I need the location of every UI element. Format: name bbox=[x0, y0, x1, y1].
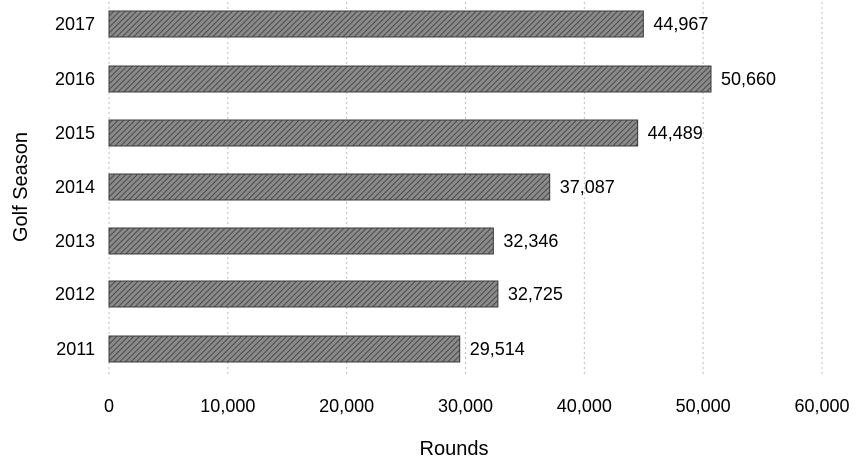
data-label: 32,346 bbox=[503, 231, 558, 251]
bar bbox=[108, 173, 551, 201]
x-axis-title: Rounds bbox=[420, 438, 489, 460]
bars bbox=[108, 10, 712, 363]
x-tick-label: 10,000 bbox=[200, 396, 255, 416]
data-label: 44,489 bbox=[648, 123, 703, 143]
labels: 0 10,000 20,000 30,000 40,000 50,000 60,000 201… bbox=[55, 14, 850, 416]
x-tick-label: 40,000 bbox=[557, 396, 612, 416]
category-label: 2017 bbox=[55, 14, 95, 34]
data-label: 44,967 bbox=[653, 14, 708, 34]
category-label: 2011 bbox=[56, 339, 95, 359]
category-label: 2012 bbox=[55, 284, 95, 304]
category-label: 2014 bbox=[55, 177, 95, 197]
bar bbox=[108, 119, 639, 147]
category-label: 2013 bbox=[55, 231, 95, 251]
x-tick-label: 60,000 bbox=[794, 396, 849, 416]
data-label: 32,725 bbox=[508, 284, 563, 304]
bar bbox=[108, 280, 499, 308]
data-label: 37,087 bbox=[560, 177, 615, 197]
data-label: 29,514 bbox=[470, 339, 525, 359]
bar bbox=[108, 335, 461, 363]
bar bbox=[108, 65, 712, 93]
x-tick-label: 50,000 bbox=[676, 396, 731, 416]
data-label: 50,660 bbox=[721, 69, 776, 89]
bar bbox=[108, 227, 494, 255]
bar bbox=[108, 10, 644, 38]
y-axis-title: Golf Season bbox=[10, 132, 32, 242]
x-tick-label: 20,000 bbox=[319, 396, 374, 416]
category-label: 2016 bbox=[55, 69, 95, 89]
x-tick-label: 0 bbox=[104, 396, 114, 416]
category-label: 2015 bbox=[55, 123, 95, 143]
x-tick-label: 30,000 bbox=[438, 396, 493, 416]
